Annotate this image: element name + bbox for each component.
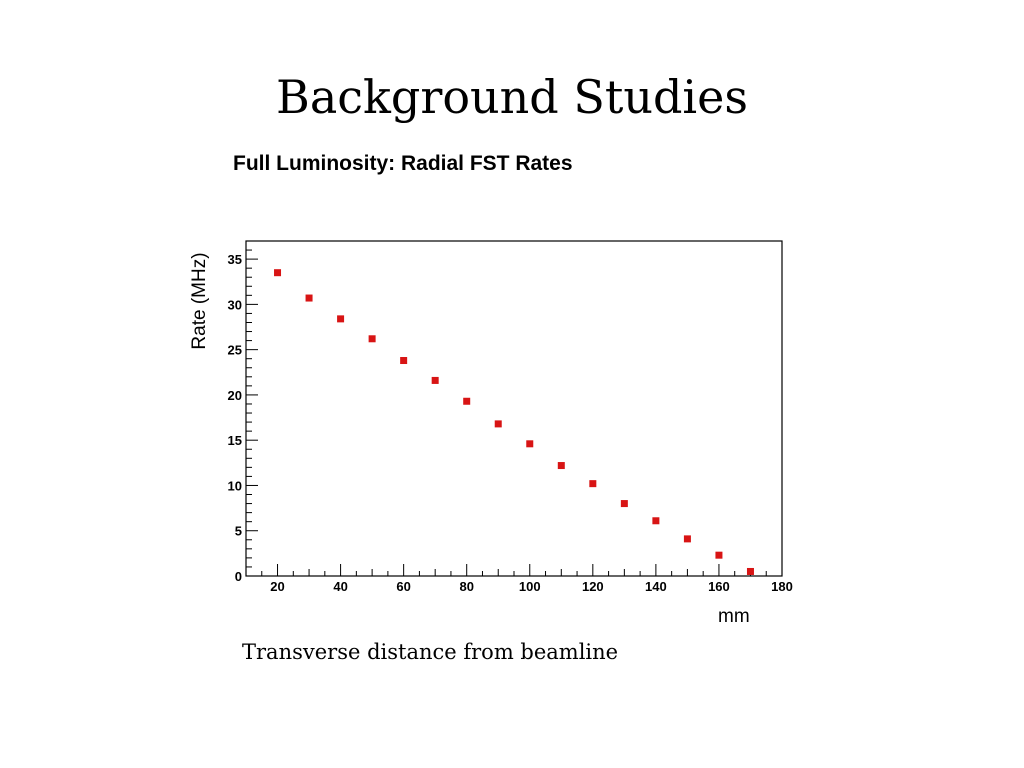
x-tick-label: 80: [459, 579, 473, 594]
y-tick-label: 0: [235, 569, 242, 584]
data-point: [652, 517, 660, 525]
plot-frame: [245, 240, 783, 577]
data-point: [683, 535, 691, 543]
data-point: [494, 420, 502, 428]
y-tick-label: 35: [228, 252, 242, 267]
x-tick-label: 160: [708, 579, 730, 594]
x-tick-label: 120: [582, 579, 604, 594]
y-tick-label: 30: [228, 297, 242, 312]
y-tick-label: 15: [228, 433, 242, 448]
data-point: [400, 357, 408, 365]
x-tick-label: 60: [396, 579, 410, 594]
data-point: [526, 440, 534, 448]
x-tick-label: 100: [519, 579, 541, 594]
data-point: [274, 269, 282, 277]
x-tick-label: 140: [645, 579, 667, 594]
data-point: [337, 315, 345, 323]
y-tick-label: 25: [228, 343, 242, 358]
x-tick-label: 40: [333, 579, 347, 594]
x-tick-label: 20: [270, 579, 284, 594]
y-tick-label: 10: [228, 478, 242, 493]
data-point: [368, 335, 376, 343]
data-point: [463, 397, 471, 405]
data-point: [431, 376, 439, 384]
data-point: [746, 567, 754, 575]
data-point: [620, 500, 628, 508]
y-tick-label: 5: [235, 524, 242, 539]
slide-caption: Transverse distance from beamline: [242, 640, 619, 664]
chart-title: Full Luminosity: Radial FST Rates: [233, 152, 573, 175]
x-axis-label: mm: [718, 606, 750, 627]
y-tick-label: 20: [228, 388, 242, 403]
data-point: [305, 294, 313, 302]
data-point: [715, 551, 723, 559]
data-point: [589, 480, 597, 488]
slide-title: Background Studies: [276, 70, 748, 124]
data-point: [557, 462, 565, 470]
x-tick-label: 180: [771, 579, 793, 594]
